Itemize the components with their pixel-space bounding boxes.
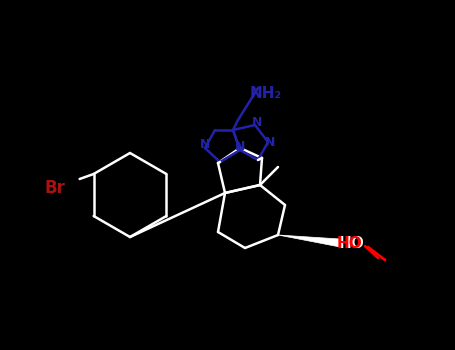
Text: HO: HO xyxy=(337,237,363,252)
Text: NH₂: NH₂ xyxy=(250,85,282,100)
Text: HO: HO xyxy=(339,236,365,251)
Text: Br: Br xyxy=(45,179,66,197)
Text: N: N xyxy=(235,140,245,154)
Text: N: N xyxy=(265,135,275,148)
Text: N: N xyxy=(252,116,262,128)
Text: N: N xyxy=(200,139,210,152)
Polygon shape xyxy=(278,235,340,247)
